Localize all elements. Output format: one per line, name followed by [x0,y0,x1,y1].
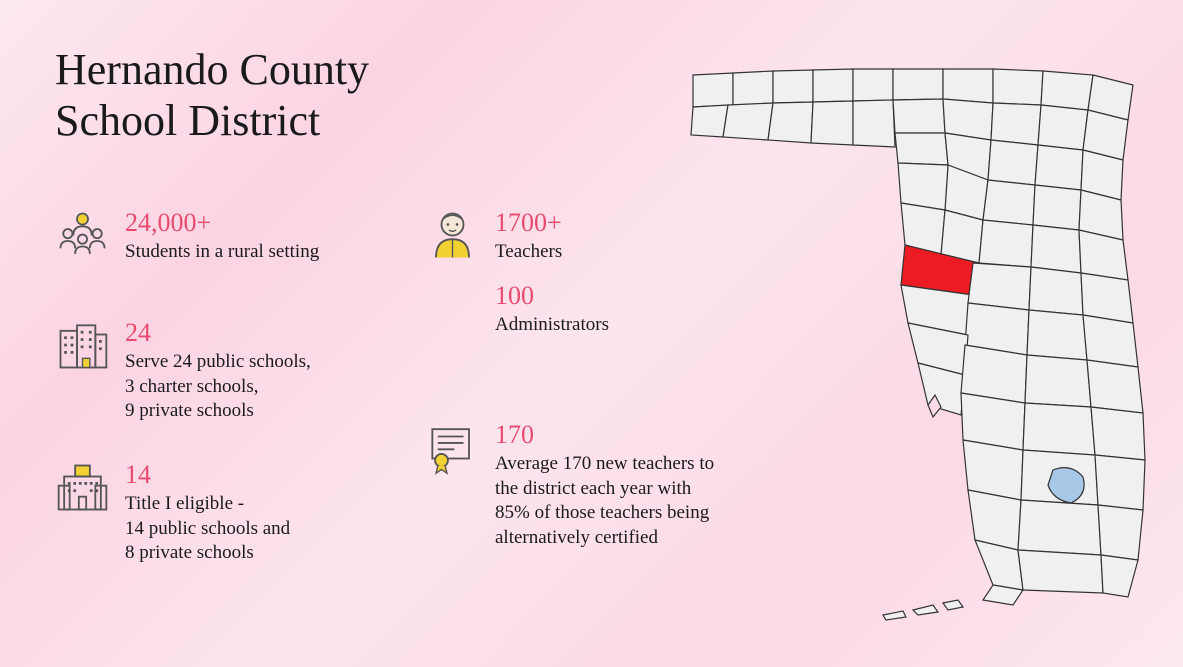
stat-title1: 14 Title I eligible - 14 public schools … [55,460,290,566]
teacher-icon [425,208,480,263]
florida-map [683,45,1153,625]
stat-value: 24,000+ [125,208,319,238]
stat-desc: Administrators [495,313,609,338]
stat-students: 24,000+ Students in a rural setting [55,208,319,265]
stat-desc: Students in a rural setting [125,240,319,265]
stat-value: 24 [125,318,311,348]
people-icon [55,208,110,263]
certificate-icon [425,420,480,475]
stat-value: 1700+ [495,208,609,238]
stat-value: 14 [125,460,290,490]
stat-schools: 24 Serve 24 public schools, 3 charter sc… [55,318,311,424]
school-building-icon [55,460,110,515]
stat-newteachers: 170 Average 170 new teachers to the dist… [425,420,725,551]
stat-value: 100 [495,281,609,311]
page-title: Hernando County School District [55,45,369,146]
stat-desc: Title I eligible - 14 public schools and… [125,492,290,566]
stat-teachers: 1700+ Teachers 100 Administrators [425,208,609,337]
buildings-icon [55,318,110,373]
stat-desc: Serve 24 public schools, 3 charter schoo… [125,350,311,424]
stat-desc: Teachers [495,240,609,265]
